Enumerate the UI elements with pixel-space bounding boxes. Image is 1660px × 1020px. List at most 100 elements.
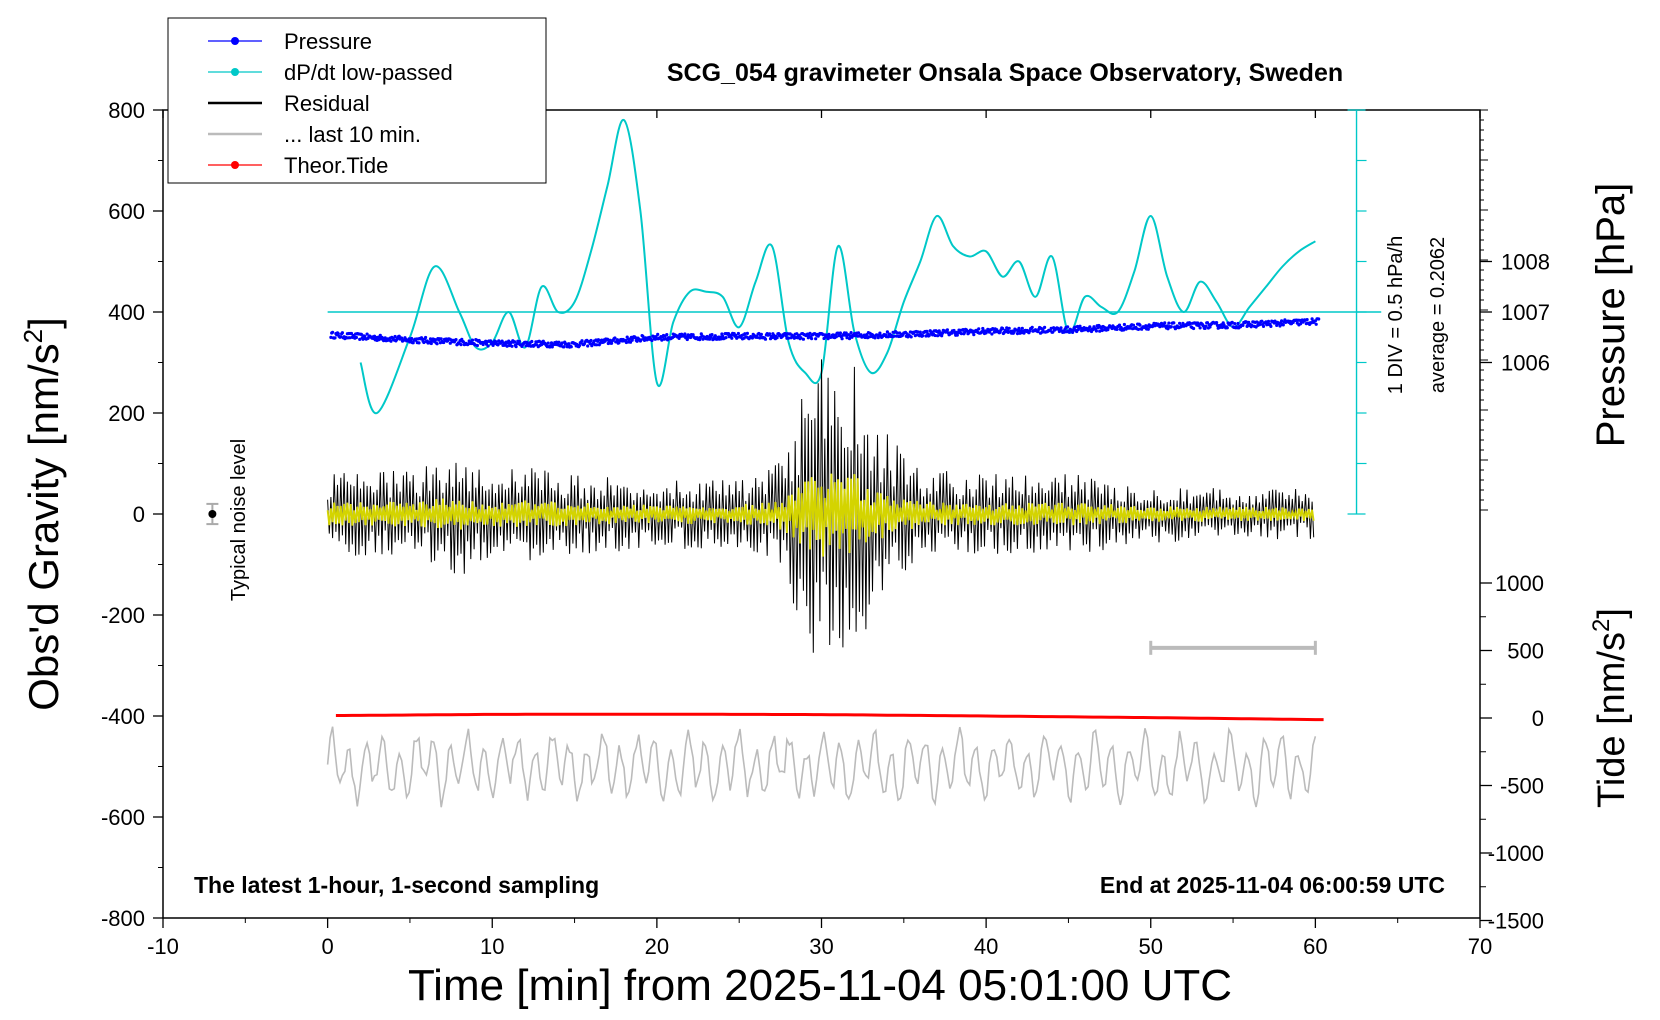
pressure-point [393,334,397,339]
end-time-note: End at 2025-11-04 06:00:59 UTC [1100,872,1445,898]
average-label: average = 0.2062 [1427,237,1449,393]
pressure-point [886,335,890,339]
pressure-point [411,341,415,345]
pressure-point [470,338,475,342]
tide-tick-label: 0 [1532,706,1544,731]
pressure-point [1138,323,1142,327]
pressure-point [494,340,498,344]
pressure-point [745,331,750,335]
pressure-point [365,332,369,336]
y-tick-label: 800 [108,98,145,123]
tide-tick-label: -1000 [1488,841,1544,866]
pressure-point [1244,320,1248,324]
pressure-point [422,340,426,345]
legend-label: Theor.Tide [284,153,388,178]
tide-tick-label: 500 [1507,639,1544,664]
pressure-point [878,331,882,335]
pressure-point [892,334,896,338]
y-tick-label: -800 [101,906,145,931]
pressure-point [755,335,759,339]
pressure-point [763,337,768,341]
pressure-point [1230,320,1234,324]
pressure-point [1059,326,1063,330]
pressure-point [560,341,564,345]
y-tick-label: 0 [133,502,145,527]
pressure-point [847,337,852,341]
pressure-point [1098,329,1102,333]
pressure-point [709,335,713,339]
pressure-point [496,343,500,347]
pressure-point [952,328,956,333]
pressure-point [724,336,728,340]
pressure-point [1007,326,1011,330]
legend-label: Pressure [284,29,372,54]
pressure-point [1071,328,1075,332]
pressure-point [1062,330,1066,334]
pressure-point [1258,322,1262,326]
pressure-point [768,332,772,336]
x-tick-label: 30 [809,934,833,959]
pressure-point [615,338,620,342]
legend-label: dP/dt low-passed [284,60,453,85]
pressure-axis-label: Pressure [hPa] [1589,183,1633,448]
pressure-point [577,343,582,348]
pressure-point [1215,321,1219,325]
pressure-point [1086,329,1090,333]
pressure-point [1122,322,1126,327]
pressure-point [1204,324,1208,328]
pressure-point [838,331,843,335]
y-tick-label: 600 [108,199,145,224]
pressure-point [424,335,428,340]
pressure-point [656,332,660,336]
x-tick-label: 60 [1303,934,1327,959]
pressure-point [1094,329,1098,333]
pressure-point [510,344,514,348]
pressure-point [358,337,362,341]
pressure-point [683,332,687,336]
pressure-point [435,342,439,346]
chart-title: SCG_054 gravimeter Onsala Space Observat… [667,59,1343,87]
tide-tick-label: -500 [1500,774,1544,799]
pressure-point [433,338,438,342]
pressure-point [624,340,629,345]
pressure-tick-label: 1007 [1501,300,1550,325]
pressure-point [1128,326,1132,330]
pressure-point [990,332,994,336]
pressure-point [750,336,755,340]
pressure-point [945,328,950,332]
pressure-point [977,327,981,331]
pressure-point [1260,319,1264,323]
x-tick-label: 10 [480,934,504,959]
legend-swatch-marker [231,161,239,169]
pressure-point [1236,321,1240,326]
pressure-point [633,336,638,340]
pressure-point [546,341,550,345]
pressure-point [856,331,861,335]
pressure-point [1275,323,1279,327]
pressure-point [713,334,717,338]
pressure-point [1001,326,1005,331]
pressure-point [635,339,639,343]
pressure-point [1146,327,1150,331]
pressure-point [1167,321,1171,325]
x-tick-label: 0 [322,934,334,959]
pressure-point [486,344,490,348]
pressure-point [849,331,853,335]
pressure-point [783,331,787,336]
pressure-point [1241,323,1245,327]
pressure-point [730,336,734,340]
pressure-point [1266,319,1271,323]
pressure-point [1067,330,1071,334]
pressure-point [909,335,913,339]
pressure-point [834,335,838,339]
pressure-point [1169,325,1173,329]
y-tick-label: -600 [101,805,145,830]
pressure-point [650,338,654,343]
pressure-point [799,336,803,340]
pressure-point [1250,323,1254,328]
pressure-point [517,339,522,344]
pressure-point [873,336,877,340]
sampling-note: The latest 1-hour, 1-second sampling [194,872,599,898]
series-layer [206,109,1382,808]
pressure-tick-label: 1006 [1501,351,1550,376]
